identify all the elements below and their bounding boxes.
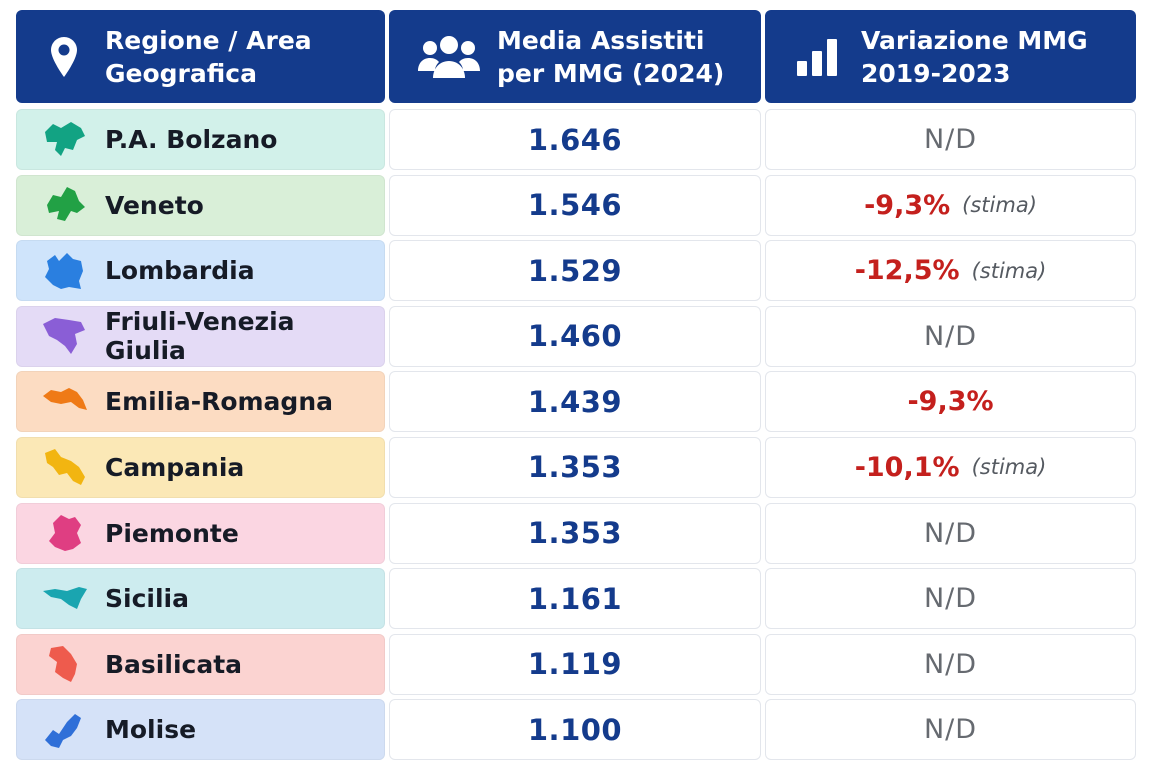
cell-change: N/D <box>765 502 1136 564</box>
region-map-icon <box>41 579 87 619</box>
change-value: -10,1% <box>854 451 960 483</box>
header-region: Regione / Area Geografica <box>16 10 385 103</box>
table-row: Friuli-Venezia Giulia 1.460 N/D <box>16 305 1136 367</box>
region-name: Veneto <box>105 190 204 220</box>
location-pin-icon <box>46 36 82 78</box>
estimate-note: (stima) <box>971 258 1047 283</box>
region-name: Lombardia <box>105 256 255 286</box>
header-average: Media Assistiti per MMG (2024) <box>389 10 761 103</box>
change-value: N/D <box>923 517 978 549</box>
change-value: N/D <box>923 320 978 352</box>
change-value: -12,5% <box>854 255 960 287</box>
table-header: Regione / Area Geografica Media Assistit… <box>16 10 1136 103</box>
table-row: Veneto 1.546 -9,3% (stima) <box>16 174 1136 236</box>
cell-average: 1.353 <box>389 502 761 564</box>
cell-region: Molise <box>16 699 385 761</box>
cell-average: 1.529 <box>389 240 761 302</box>
cell-change: -9,3% <box>765 371 1136 433</box>
cell-change: N/D <box>765 568 1136 630</box>
average-value: 1.353 <box>527 516 623 551</box>
cell-average: 1.460 <box>389 305 761 367</box>
header-change: Variazione MMG 2019-2023 <box>765 10 1136 103</box>
change-value: -9,3% <box>864 189 951 221</box>
data-table: Regione / Area Geografica Media Assistit… <box>16 10 1136 765</box>
estimate-note: (stima) <box>971 455 1047 480</box>
table-body: P.A. Bolzano 1.646 N/D Veneto 1.546 -9,3% (sti… <box>16 109 1136 761</box>
table-row: P.A. Bolzano 1.646 N/D <box>16 109 1136 170</box>
estimate-note: (stima) <box>962 193 1037 218</box>
cell-change: -9,3% (stima) <box>765 174 1136 236</box>
cell-region: Campania <box>16 436 385 498</box>
table-row: Campania 1.353 -10,1% (stima) <box>16 436 1136 498</box>
cell-change: N/D <box>765 109 1136 170</box>
header-region-label: Regione / Area Geografica <box>105 25 312 88</box>
region-name: Friuli-Venezia Giulia <box>105 307 295 366</box>
cell-region: Emilia-Romagna <box>16 371 385 433</box>
table-row: Molise 1.100 N/D <box>16 699 1136 761</box>
table-row: Sicilia 1.161 N/D <box>16 568 1136 630</box>
change-value: N/D <box>923 583 978 615</box>
average-value: 1.646 <box>527 122 623 157</box>
average-value: 1.439 <box>527 384 623 419</box>
average-value: 1.100 <box>527 712 623 747</box>
cell-region: Friuli-Venezia Giulia <box>16 305 385 367</box>
table-row: Lombardia 1.529 -12,5% (stima) <box>16 240 1136 302</box>
cell-average: 1.100 <box>389 699 761 761</box>
region-name: Emilia-Romagna <box>105 387 333 417</box>
change-value: N/D <box>923 714 978 746</box>
cell-average: 1.646 <box>389 109 761 170</box>
region-name: Sicilia <box>105 584 189 614</box>
average-value: 1.529 <box>527 253 623 288</box>
cell-region: Veneto <box>16 174 385 236</box>
change-value: N/D <box>923 648 978 680</box>
bar-chart-icon <box>795 37 839 77</box>
cell-region: Sicilia <box>16 568 385 630</box>
cell-region: Basilicata <box>16 633 385 695</box>
region-name: Molise <box>105 715 197 745</box>
cell-region: Piemonte <box>16 502 385 564</box>
region-map-icon <box>41 513 87 553</box>
cell-average: 1.546 <box>389 174 761 236</box>
cell-average: 1.439 <box>389 371 761 433</box>
region-map-icon <box>41 120 87 160</box>
table-row: Emilia-Romagna 1.439 -9,3% <box>16 371 1136 433</box>
cell-average: 1.161 <box>389 568 761 630</box>
region-map-icon <box>41 185 87 225</box>
cell-average: 1.119 <box>389 633 761 695</box>
cell-change: N/D <box>765 305 1136 367</box>
cell-change: -10,1% (stima) <box>765 436 1136 498</box>
region-map-icon <box>41 316 87 356</box>
change-value: N/D <box>923 124 978 155</box>
region-name: P.A. Bolzano <box>105 125 278 154</box>
average-value: 1.161 <box>527 581 623 616</box>
average-value: 1.353 <box>527 450 623 485</box>
region-name: Campania <box>105 452 245 482</box>
table-row: Basilicata 1.119 N/D <box>16 633 1136 695</box>
region-map-icon <box>41 251 87 291</box>
cell-region: P.A. Bolzano <box>16 109 385 170</box>
users-icon <box>417 35 481 79</box>
header-change-label: Variazione MMG 2019-2023 <box>861 25 1088 88</box>
header-average-label: Media Assistiti per MMG (2024) <box>497 25 725 88</box>
region-name: Basilicata <box>105 649 243 679</box>
cell-change: -12,5% (stima) <box>765 240 1136 302</box>
region-map-icon <box>41 644 87 684</box>
change-value: -9,3% <box>907 386 994 418</box>
table-row: Piemonte 1.353 N/D <box>16 502 1136 564</box>
average-value: 1.546 <box>527 188 623 223</box>
region-map-icon <box>41 382 87 422</box>
region-map-icon <box>41 447 87 487</box>
average-value: 1.119 <box>527 647 623 682</box>
cell-change: N/D <box>765 633 1136 695</box>
cell-change: N/D <box>765 699 1136 761</box>
cell-average: 1.353 <box>389 436 761 498</box>
region-map-icon <box>41 710 87 750</box>
average-value: 1.460 <box>527 319 623 354</box>
cell-region: Lombardia <box>16 240 385 302</box>
region-name: Piemonte <box>105 518 239 548</box>
